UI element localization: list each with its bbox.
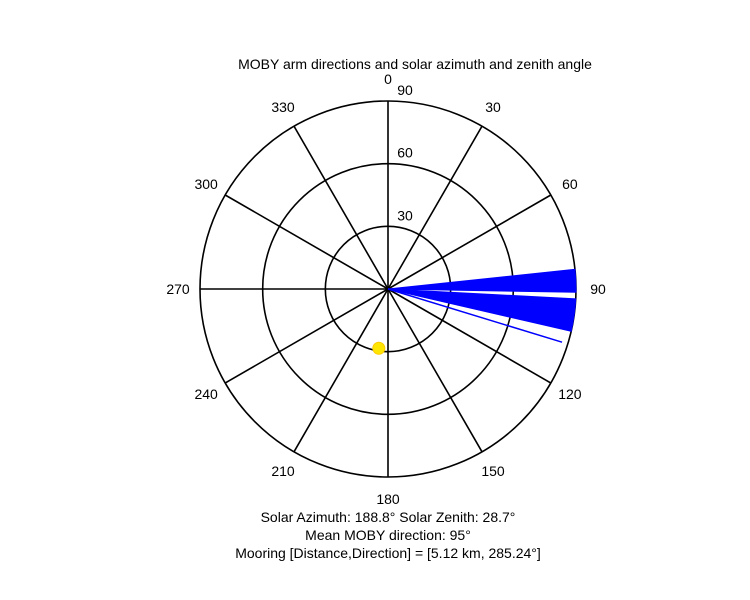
arm-line-2 bbox=[387, 288, 563, 343]
spoke-330 bbox=[293, 125, 389, 290]
spoke-150 bbox=[387, 288, 483, 453]
caption-mean-direction: Mean MOBY direction: 95° bbox=[305, 527, 471, 543]
radial-label-60: 60 bbox=[397, 145, 413, 161]
arm-line-1 bbox=[387, 288, 569, 316]
sun-marker bbox=[372, 341, 386, 355]
azimuth-label-90: 90 bbox=[590, 281, 606, 297]
azimuth-label-30: 30 bbox=[485, 99, 501, 115]
spoke-120 bbox=[387, 288, 552, 384]
azimuth-label-180: 180 bbox=[376, 491, 400, 507]
spoke-210 bbox=[293, 288, 389, 453]
azimuth-label-330: 330 bbox=[271, 99, 295, 115]
arm-line-0 bbox=[387, 288, 570, 306]
azimuth-label-120: 120 bbox=[558, 386, 582, 402]
radial-label-90: 90 bbox=[397, 82, 413, 98]
azimuth-label-60: 60 bbox=[562, 176, 578, 192]
chart-title: MOBY arm directions and solar azimuth an… bbox=[238, 56, 592, 72]
azimuth-label-210: 210 bbox=[271, 463, 295, 479]
caption-mooring: Mooring [Distance,Direction] = [5.12 km,… bbox=[235, 545, 541, 561]
arm-wedge-0 bbox=[387, 268, 577, 293]
azimuth-label-0: 0 bbox=[384, 71, 392, 87]
azimuth-label-270: 270 bbox=[166, 281, 190, 297]
azimuth-label-240: 240 bbox=[194, 386, 218, 402]
spoke-60 bbox=[387, 194, 552, 290]
spoke-300 bbox=[224, 194, 389, 290]
spoke-30 bbox=[387, 125, 483, 290]
azimuth-label-150: 150 bbox=[481, 463, 505, 479]
tick-labels: 0 30 60 90 120 150 180 210 240 270 300 330 30 60 90 bbox=[166, 71, 606, 507]
arm-wedge-1 bbox=[387, 288, 577, 332]
spoke-240 bbox=[224, 288, 389, 384]
radial-label-30: 30 bbox=[397, 207, 413, 223]
data-layer bbox=[372, 268, 577, 355]
azimuth-label-300: 300 bbox=[194, 176, 218, 192]
caption-solar: Solar Azimuth: 188.8° Solar Zenith: 28.7… bbox=[261, 509, 516, 525]
